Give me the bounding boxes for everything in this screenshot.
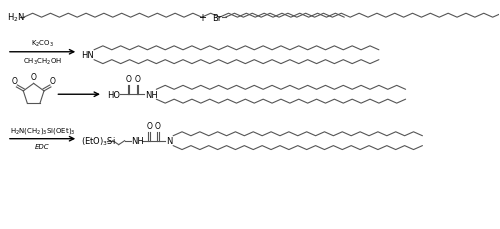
Text: HO: HO [107,90,120,99]
Text: O: O [30,73,36,82]
Text: O: O [155,121,161,130]
Text: H$_2$N(CH$_2$)$_3$Si(OEt)$_3$: H$_2$N(CH$_2$)$_3$Si(OEt)$_3$ [10,125,76,135]
Text: EDC: EDC [35,143,50,149]
Text: O: O [146,121,152,130]
Text: O: O [50,77,56,86]
Text: O: O [134,75,140,84]
Text: K$_2$CO$_3$: K$_2$CO$_3$ [31,38,54,49]
Text: H$_2$N: H$_2$N [7,12,25,24]
Text: (EtO)$_3$Si: (EtO)$_3$Si [81,135,116,147]
Text: NH: NH [146,90,158,99]
Text: NH: NH [132,136,144,146]
Text: Br: Br [212,14,221,23]
Text: +: + [198,13,206,23]
Text: CH$_3$CH$_2$OH: CH$_3$CH$_2$OH [23,57,62,67]
Text: HN: HN [81,51,94,60]
Text: O: O [12,77,18,86]
Text: N: N [166,136,172,146]
Text: O: O [126,75,132,84]
